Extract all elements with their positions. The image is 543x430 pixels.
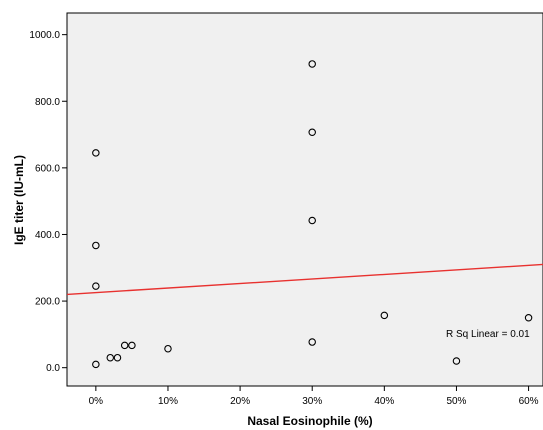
y-tick-label: 600.0 <box>35 163 60 174</box>
data-point <box>452 357 461 365</box>
data-point <box>92 149 100 157</box>
data-point <box>164 344 172 353</box>
plot-area <box>66 12 543 387</box>
data-point <box>308 338 316 346</box>
x-tick-label: 60% <box>519 396 539 407</box>
y-tick-label: 1000.0 <box>29 30 60 41</box>
y-axis-title: IgE titer (IU-mL) <box>12 155 26 245</box>
x-axis-title: Nasal Eosinophile (%) <box>247 414 372 428</box>
x-tick-label: 0% <box>89 396 104 407</box>
x-tick-label: 40% <box>374 396 394 407</box>
data-point <box>120 341 129 350</box>
data-point <box>308 128 316 136</box>
data-point <box>113 353 122 362</box>
data-point <box>308 216 316 225</box>
r-squared-annotation: R Sq Linear = 0.01 <box>446 329 530 340</box>
x-tick-label: 20% <box>230 396 250 407</box>
y-tick-label: 800.0 <box>35 97 60 108</box>
data-point <box>92 282 100 290</box>
data-point <box>308 60 316 68</box>
y-tick-label: 400.0 <box>35 230 60 241</box>
data-point <box>128 341 136 350</box>
x-tick-label: 10% <box>158 396 178 407</box>
data-point <box>92 241 100 250</box>
data-point <box>106 353 115 362</box>
fit-line <box>66 263 543 296</box>
data-point <box>92 360 100 369</box>
y-tick-label: 200.0 <box>35 297 60 308</box>
data-point <box>380 311 389 320</box>
y-tick-label: 0.0 <box>46 363 60 374</box>
x-tick-label: 50% <box>446 396 466 407</box>
x-tick-label: 30% <box>302 396 322 407</box>
data-point <box>524 313 533 322</box>
